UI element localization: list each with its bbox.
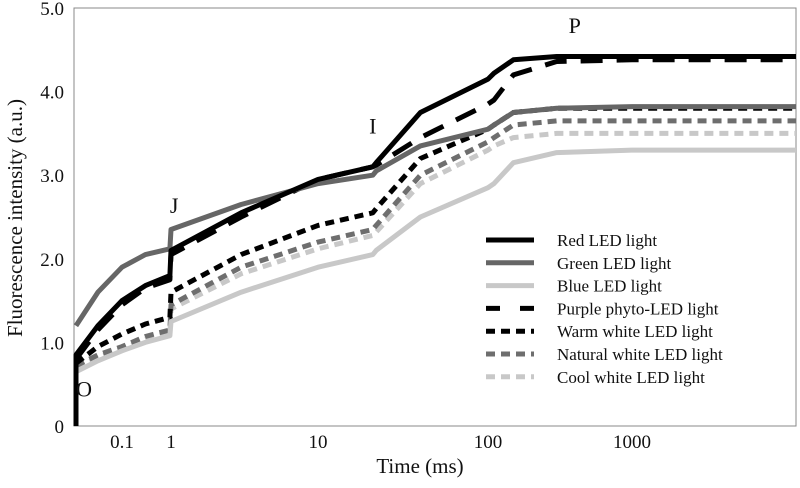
legend-item: Blue LED light xyxy=(486,277,662,296)
x-tick-label: 1000 xyxy=(613,432,651,453)
legend-item: Natural white LED light xyxy=(486,345,723,364)
series-line-1 xyxy=(73,104,796,328)
legend-label: Purple phyto-LED light xyxy=(557,299,719,318)
legend-item: Green LED light xyxy=(486,254,672,273)
legend-label: Cool white LED light xyxy=(557,368,705,387)
x-axis-ticks: 0.1 1 10 100 1000 xyxy=(110,432,651,453)
legend-item: Cool white LED light xyxy=(486,368,705,387)
series-layer xyxy=(73,54,796,426)
y-axis-ticks: 0 1.0 2.0 3.0 4.0 5.0 xyxy=(40,0,64,438)
legend-item: Red LED light xyxy=(486,231,657,250)
y-tick-label: 2.0 xyxy=(40,250,64,271)
legend-label: Blue LED light xyxy=(557,277,662,296)
legend-label: Natural white LED light xyxy=(557,345,723,364)
legend-label: Red LED light xyxy=(557,231,657,250)
y-tick-label: 1.0 xyxy=(40,333,64,354)
series-line-4 xyxy=(74,105,796,366)
x-axis-label: Time (ms) xyxy=(376,454,463,478)
y-tick-label: 0 xyxy=(55,417,65,438)
legend-label: Green LED light xyxy=(557,254,672,273)
x-tick-label: 100 xyxy=(474,432,503,453)
y-tick-label: 5.0 xyxy=(40,0,64,20)
annotations: O J I P xyxy=(76,13,581,402)
legend: Red LED light Green LED light Blue LED lig… xyxy=(486,231,723,387)
series-line-5 xyxy=(74,118,796,369)
phase-label-J: J xyxy=(170,193,179,218)
series-line-0 xyxy=(73,54,796,426)
legend-item: Purple phyto-LED light xyxy=(486,299,719,318)
y-tick-label: 3.0 xyxy=(40,166,64,187)
x-tick-label: 10 xyxy=(309,432,328,453)
y-tick-label: 4.0 xyxy=(40,83,64,104)
phase-label-O: O xyxy=(76,377,92,402)
phase-label-I: I xyxy=(369,113,376,138)
x-tick-label: 0.1 xyxy=(110,432,134,453)
series-line-2 xyxy=(74,147,796,374)
legend-label: Warm white LED light xyxy=(557,322,713,341)
phase-label-P: P xyxy=(569,13,581,38)
plot-area xyxy=(73,7,797,427)
y-axis-label: Fluorescence intensity (a.u.) xyxy=(3,99,27,337)
x-tick-label: 1 xyxy=(166,432,176,453)
legend-item: Warm white LED light xyxy=(486,322,713,341)
